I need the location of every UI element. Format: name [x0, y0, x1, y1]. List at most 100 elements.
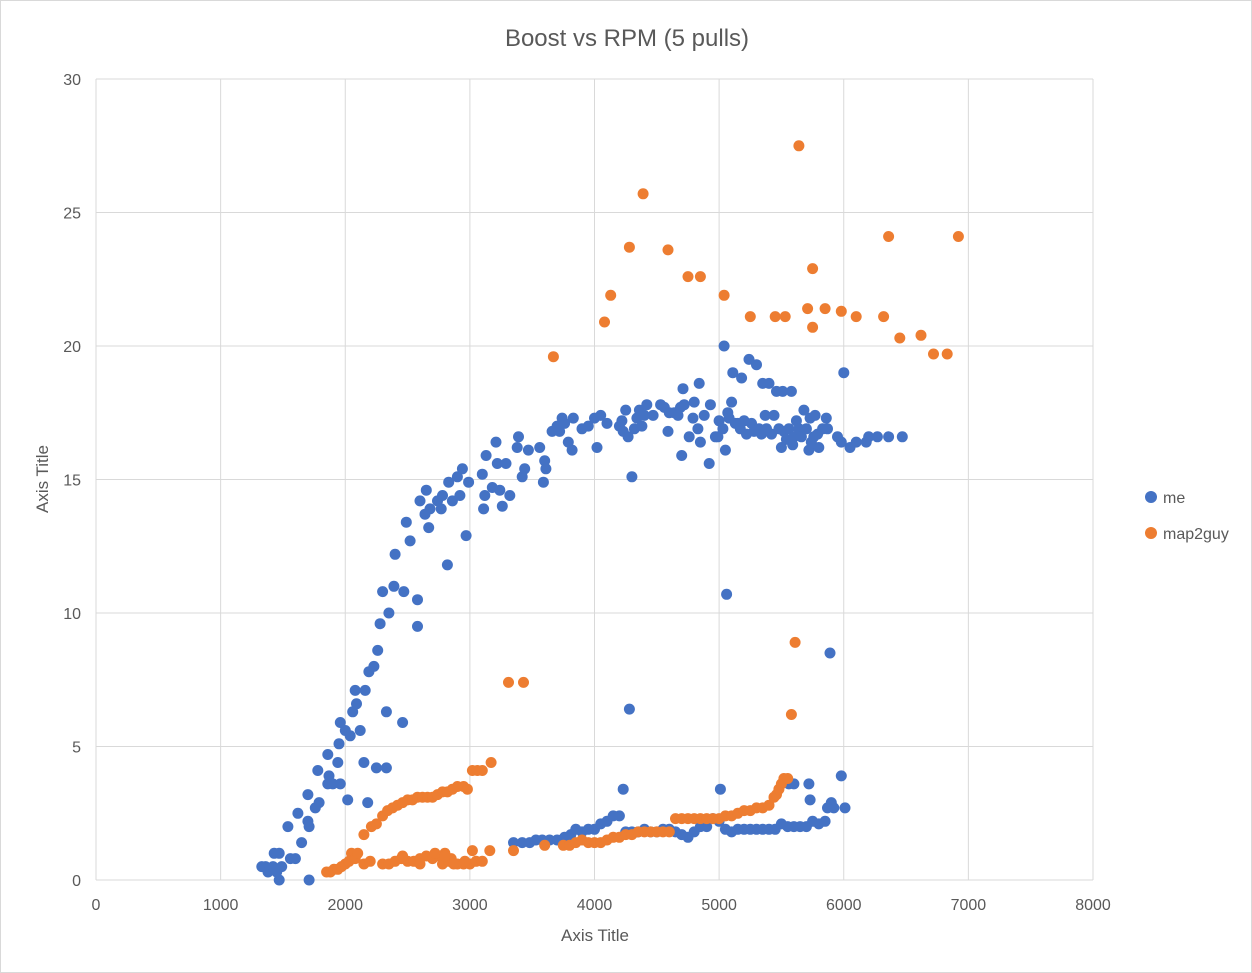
- data-point-me: [398, 586, 410, 598]
- data-point-me: [540, 463, 552, 475]
- data-point-me: [613, 810, 625, 822]
- data-point-me: [736, 372, 748, 384]
- data-point-me: [703, 458, 715, 469]
- data-point-map2guy: [883, 231, 895, 242]
- x-tick-label: 0: [92, 897, 101, 914]
- data-point-map2guy: [503, 676, 514, 688]
- data-point-me: [437, 490, 448, 501]
- data-point-me: [412, 594, 423, 606]
- data-point-map2guy: [547, 351, 559, 363]
- y-tick-label: 15: [63, 473, 81, 490]
- data-point-me: [647, 409, 659, 421]
- data-point-map2guy: [744, 311, 756, 323]
- data-point-map2guy: [763, 799, 775, 811]
- data-point-me: [276, 861, 288, 873]
- y-axis-title: Axis Title: [33, 445, 52, 513]
- data-point-map2guy: [370, 818, 382, 830]
- data-point-me: [554, 425, 566, 437]
- data-point-me: [296, 837, 308, 849]
- legend: me map2guy: [1145, 490, 1229, 543]
- data-point-map2guy: [461, 783, 473, 795]
- data-point-me: [718, 340, 730, 352]
- legend-label-me: me: [1163, 490, 1185, 507]
- data-point-me: [451, 471, 463, 483]
- data-point-me: [522, 444, 534, 456]
- data-point-map2guy: [807, 321, 819, 333]
- data-point-map2guy: [718, 289, 730, 301]
- x-tick-label: 5000: [701, 897, 737, 914]
- data-point-me: [896, 431, 908, 443]
- data-point-me: [358, 757, 370, 768]
- data-point-map2guy: [518, 676, 529, 688]
- data-point-me: [334, 778, 346, 790]
- data-point-me: [617, 783, 629, 795]
- series-map2guy: [321, 140, 964, 878]
- data-point-me: [344, 730, 356, 742]
- data-point-me: [332, 757, 344, 768]
- y-tick-label: 30: [63, 72, 81, 89]
- data-point-me: [626, 471, 638, 483]
- data-point-me: [322, 749, 334, 760]
- data-point-map2guy: [397, 850, 409, 862]
- data-point-me: [822, 802, 833, 814]
- data-points: [256, 140, 964, 886]
- data-point-me: [334, 717, 346, 728]
- data-point-me: [500, 458, 512, 469]
- data-point-me: [622, 431, 634, 443]
- data-point-me: [601, 417, 613, 429]
- data-point-me: [582, 420, 594, 432]
- data-point-me: [362, 797, 374, 809]
- data-point-me: [798, 404, 810, 416]
- data-point-me: [839, 802, 851, 814]
- data-point-me: [838, 367, 850, 379]
- data-point-me: [372, 644, 384, 656]
- data-point-map2guy: [789, 636, 801, 648]
- legend-marker-me: [1145, 491, 1157, 503]
- data-point-me: [273, 847, 285, 859]
- data-point-me: [704, 399, 716, 411]
- data-point-me: [800, 423, 812, 435]
- legend-marker-map2guy: [1145, 527, 1157, 539]
- data-point-map2guy: [476, 765, 488, 776]
- x-tick-label: 1000: [203, 897, 239, 914]
- data-point-me: [623, 703, 635, 715]
- data-point-me: [404, 535, 416, 547]
- data-point-map2guy: [850, 311, 862, 323]
- data-point-me: [389, 548, 401, 560]
- data-point-me: [519, 463, 531, 475]
- data-point-me: [641, 399, 653, 411]
- data-point-me: [591, 442, 603, 453]
- data-point-map2guy: [682, 271, 694, 283]
- data-point-me: [768, 409, 780, 421]
- data-point-me: [863, 431, 875, 443]
- legend-label-map2guy: map2guy: [1163, 526, 1229, 543]
- data-point-me: [377, 586, 389, 598]
- legend-entry-me: me: [1145, 490, 1185, 507]
- data-point-me: [420, 484, 432, 496]
- data-point-map2guy: [623, 241, 635, 253]
- data-point-map2guy: [802, 303, 814, 315]
- data-point-map2guy: [793, 140, 805, 152]
- data-point-me: [313, 797, 325, 809]
- data-point-me: [359, 684, 371, 696]
- data-point-me: [273, 874, 285, 886]
- data-point-me: [751, 359, 762, 371]
- data-point-me: [777, 385, 789, 397]
- data-point-me: [726, 396, 738, 408]
- series-me: [256, 340, 908, 886]
- data-point-me: [820, 412, 832, 424]
- chart-title: Boost vs RPM (5 pulls): [505, 25, 749, 52]
- data-point-me: [835, 770, 847, 782]
- data-point-me: [683, 431, 695, 443]
- data-point-me: [687, 412, 699, 424]
- data-point-me: [424, 503, 436, 515]
- data-point-me: [822, 423, 833, 435]
- data-point-map2guy: [539, 839, 551, 851]
- data-point-map2guy: [484, 845, 496, 857]
- data-point-me: [374, 618, 386, 630]
- data-point-map2guy: [662, 244, 674, 256]
- y-tick-label: 10: [63, 606, 81, 623]
- data-point-me: [333, 738, 345, 750]
- data-point-me: [282, 821, 294, 833]
